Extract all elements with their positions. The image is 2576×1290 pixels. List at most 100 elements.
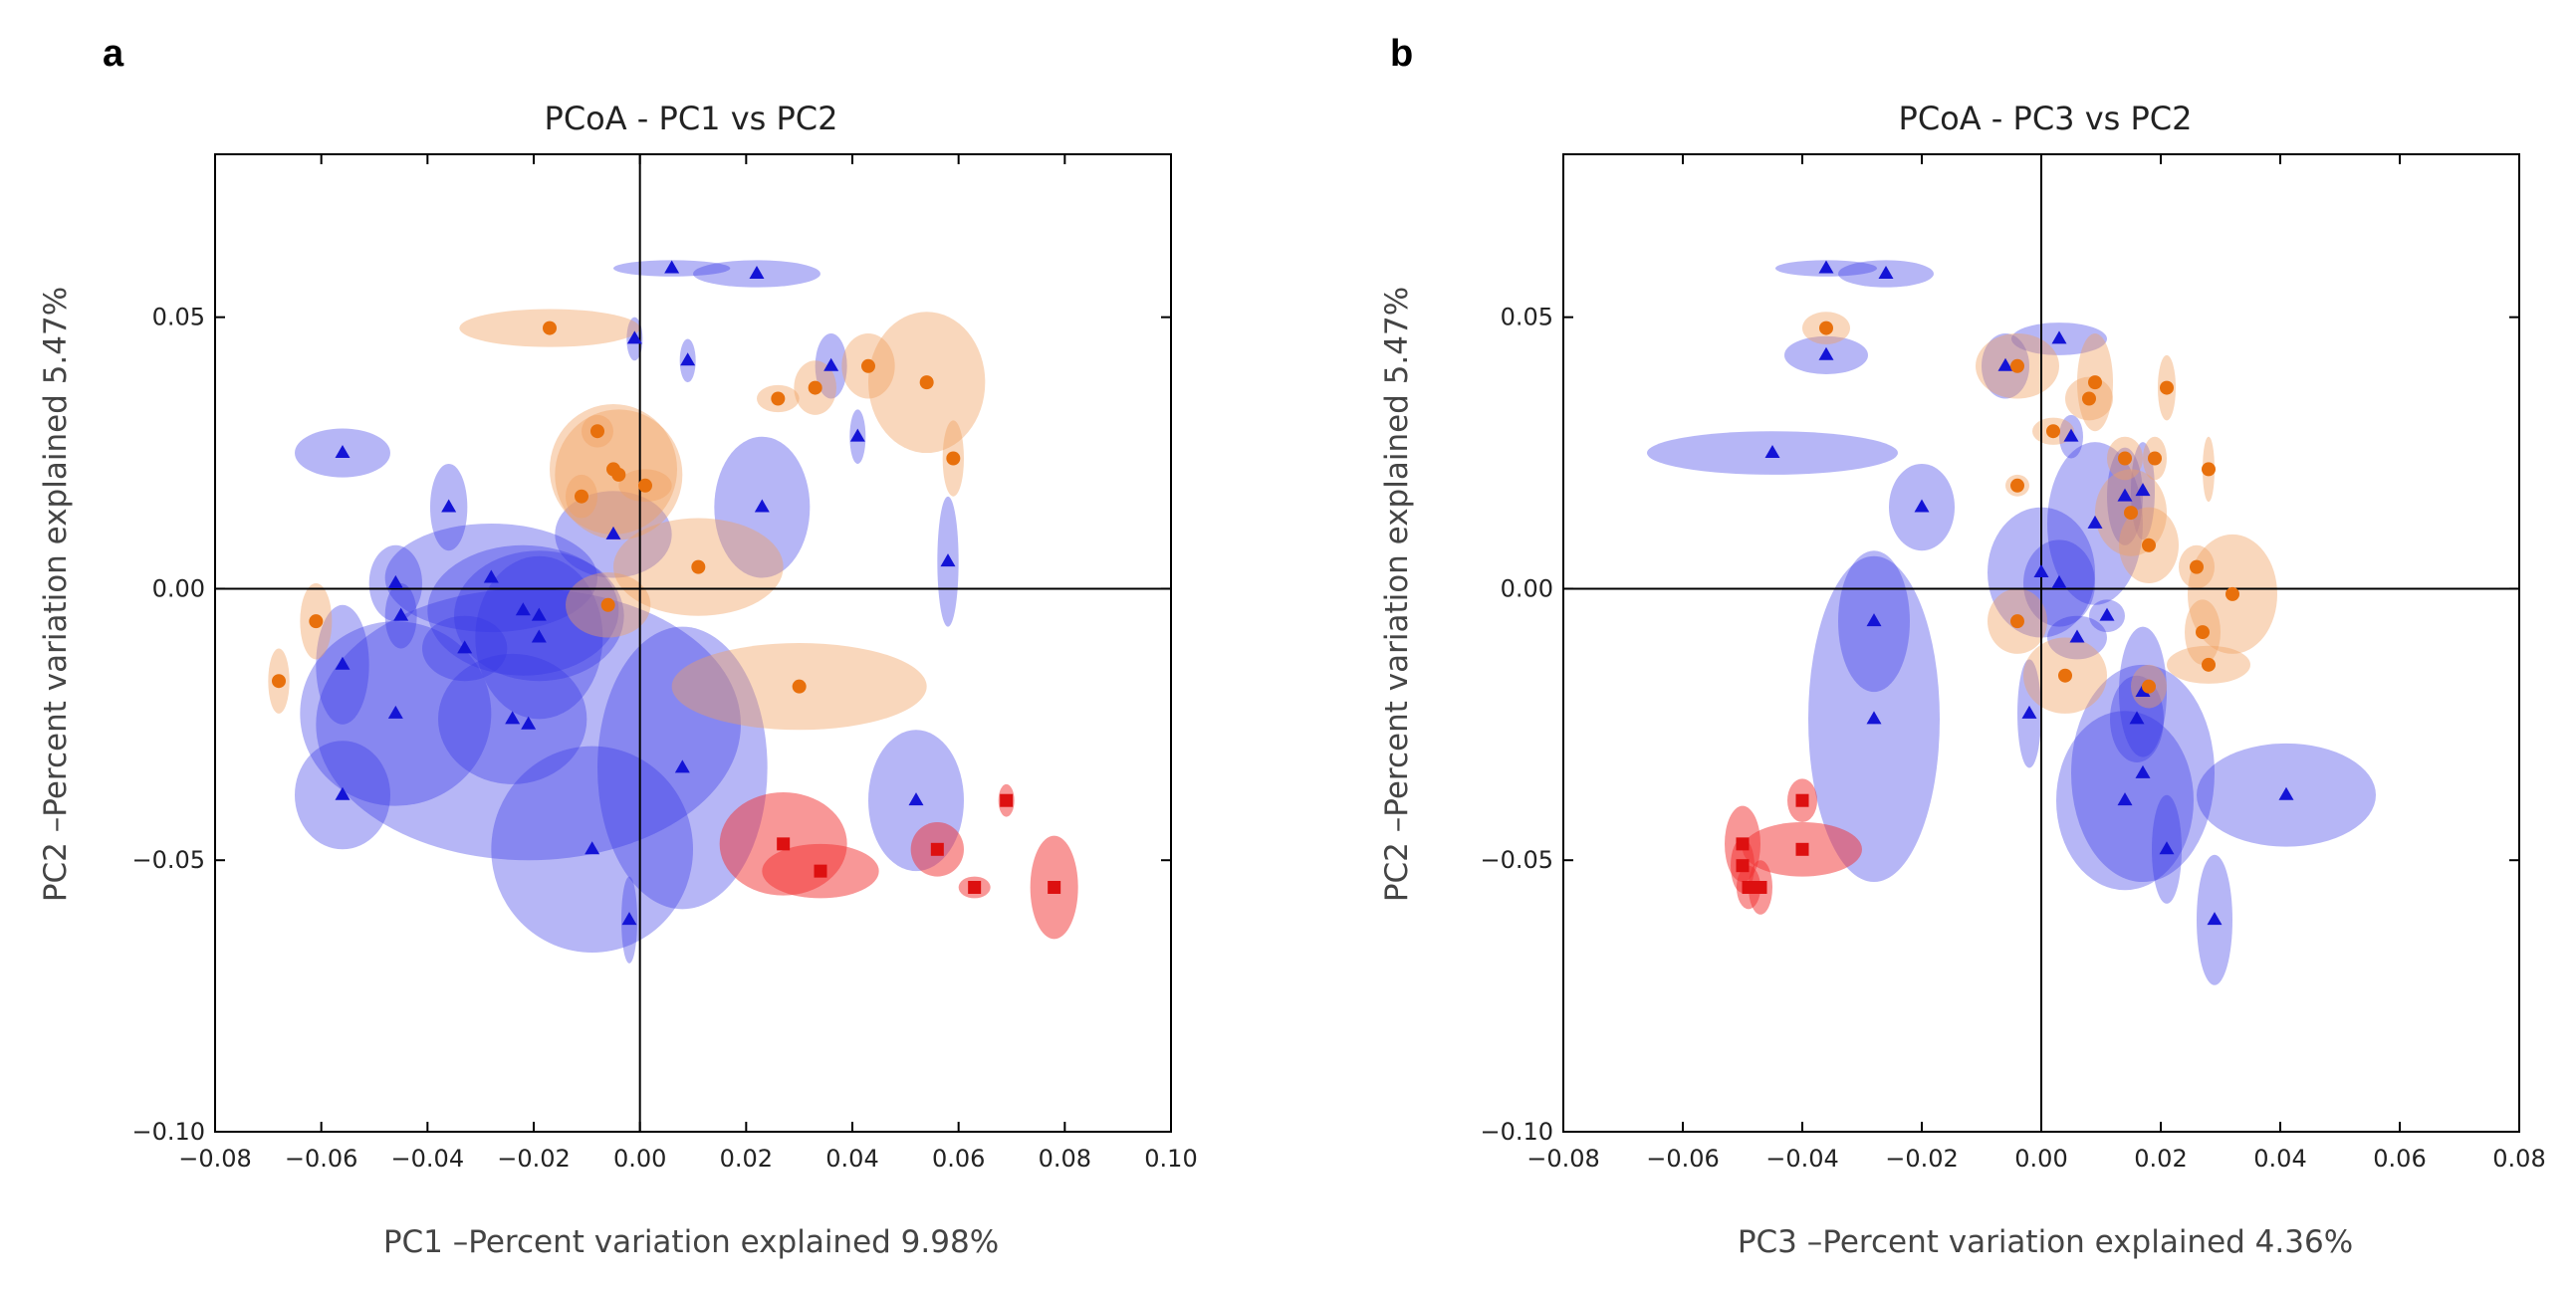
x-tick-label: 0.08 [1039, 1145, 1091, 1173]
triangle-marker [1866, 711, 1882, 725]
triangle-marker [393, 607, 409, 621]
circle-marker [272, 674, 286, 689]
x-tick-label: −0.06 [1646, 1145, 1720, 1173]
circle-marker [600, 597, 615, 612]
x-tick-label: 0.00 [2014, 1145, 2067, 1173]
circle-marker [691, 559, 706, 574]
x-tick-label: −0.08 [1526, 1145, 1600, 1173]
chart-title-b: PCoA - PC3 vs PC2 [1899, 100, 2193, 137]
circle-marker [309, 614, 324, 629]
circle-marker [2082, 391, 2096, 406]
x-tick-label: 0.06 [932, 1145, 985, 1173]
triangle-marker [664, 260, 680, 274]
circle-marker [2160, 380, 2174, 395]
triangle-marker [674, 759, 690, 773]
square-marker [1795, 793, 1809, 807]
triangle-marker [1997, 357, 2013, 371]
x-axis-label-a: PC1 –Percent variation explained 9.98% [383, 1224, 999, 1260]
y-tick-label: 0.05 [152, 304, 205, 331]
circle-marker [2088, 375, 2102, 390]
x-tick-label: 0.02 [720, 1145, 773, 1173]
triangle-marker [531, 607, 547, 621]
x-tick-label: −0.08 [178, 1145, 252, 1173]
circle-marker [2190, 559, 2204, 574]
triangle-marker [2099, 607, 2115, 621]
triangle-marker [483, 569, 499, 583]
circle-marker [2118, 451, 2132, 466]
triangle-marker [754, 499, 770, 513]
circle-marker [2142, 538, 2156, 552]
panel-a: a PCoA - PC1 vs PC2 −0.08 −0.06 −0.04 −0.02… [38, 33, 1198, 1260]
triangle-marker [441, 499, 457, 513]
plot-area-b: −0.08 −0.06 −0.04 −0.02 0.00 0.02 0.04 0.06 0.08… [1480, 153, 2546, 1173]
square-marker [1736, 837, 1750, 851]
y-tick-label: −0.05 [131, 846, 205, 874]
panel-b: b PCoA - PC3 vs PC2 −0.08 −0.06 −0.04 −0.02… [1379, 33, 2546, 1260]
x-tick-label: 0.08 [2492, 1145, 2545, 1173]
square-marker [1754, 881, 1767, 894]
y-tick-label: 0.00 [152, 574, 205, 602]
triangle-marker [680, 352, 696, 366]
triangle-marker [387, 705, 403, 719]
triangle-marker [1764, 444, 1780, 458]
circle-marker [2124, 506, 2138, 521]
square-marker [968, 881, 982, 894]
triangle-marker [2129, 711, 2145, 725]
triangle-marker [2135, 764, 2151, 778]
square-marker [1000, 793, 1014, 807]
circle-marker [2046, 424, 2060, 439]
x-tick-label: 0.06 [2373, 1145, 2426, 1173]
circle-marker [2196, 625, 2210, 640]
panel-letter-b: b [1390, 33, 1413, 75]
x-tick-label: 0.02 [2134, 1145, 2187, 1173]
triangle-marker [531, 629, 547, 643]
x-axis-label-b: PC3 –Percent variation explained 4.36% [1738, 1224, 2353, 1260]
triangle-marker [2021, 705, 2037, 719]
triangle-marker [849, 428, 865, 442]
triangle-marker [1866, 613, 1882, 627]
x-tick-label: 0.04 [825, 1145, 878, 1173]
y-axis-label-a: PC2 –Percent variation explained 5.47% [38, 287, 74, 902]
circle-marker [1819, 321, 1833, 335]
triangle-marker [2159, 841, 2175, 855]
triangle-marker [749, 265, 765, 279]
circle-marker [575, 489, 588, 504]
triangle-marker [621, 912, 637, 926]
triangle-marker [823, 357, 839, 371]
square-marker [777, 837, 791, 851]
circle-marker [792, 679, 807, 694]
square-marker [1736, 859, 1750, 873]
circle-marker [861, 358, 875, 373]
circle-marker [590, 424, 604, 439]
circle-marker [2202, 462, 2216, 477]
triangle-marker [626, 330, 642, 344]
circle-marker [2058, 668, 2072, 683]
triangle-marker [2051, 574, 2067, 588]
square-marker [930, 842, 944, 856]
plot-area-a: −0.08 −0.06 −0.04 −0.02 0.00 0.02 0.04 0.06 0.08… [131, 153, 1198, 1173]
y-tick-label: 0.05 [1501, 304, 1553, 331]
circle-marker [2142, 679, 2156, 694]
triangle-marker [1818, 260, 1834, 274]
y-tick-label: 0.00 [1501, 574, 1553, 602]
triangle-marker [2278, 786, 2294, 800]
triangle-marker [1914, 499, 1930, 513]
circle-marker [771, 391, 786, 406]
triangle-marker [585, 841, 600, 855]
circle-marker [2010, 358, 2024, 373]
x-tick-label: 0.00 [613, 1145, 666, 1173]
square-marker [1048, 881, 1061, 894]
triangle-marker [2135, 483, 2151, 497]
triangle-marker [1818, 346, 1834, 360]
triangle-marker [2207, 912, 2223, 926]
circle-marker [638, 478, 652, 493]
triangle-marker [2033, 564, 2049, 578]
square-marker [1742, 881, 1756, 894]
triangle-marker [521, 716, 537, 730]
triangle-marker [2069, 629, 2085, 643]
triangle-marker [2087, 515, 2103, 529]
x-tick-label: 0.04 [2253, 1145, 2306, 1173]
triangle-marker [940, 553, 956, 567]
triangle-marker [605, 526, 621, 539]
